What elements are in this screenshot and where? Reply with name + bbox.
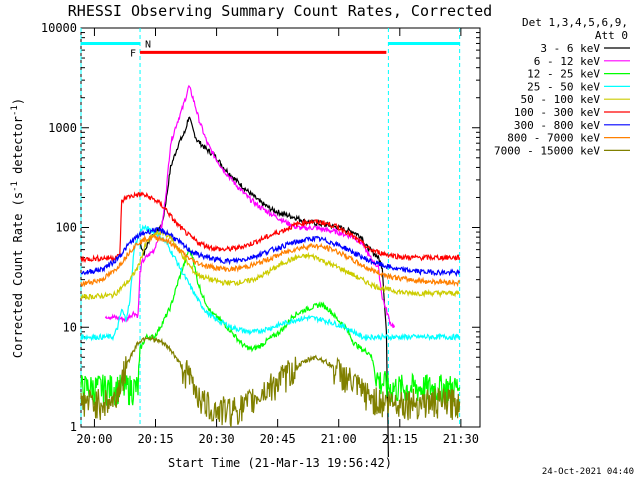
series-line-9 [80,334,461,428]
y-axis-label-end: ) [11,98,25,105]
series-line-8 [80,233,461,288]
plot-frame [80,27,481,428]
night-flag-label: N [145,39,151,50]
y-axis-label: Corrected Count Rate (s-1 detector-1) [10,98,25,358]
series-line-6 [80,191,461,264]
y-axis: 1 10 100 1000 10000 [41,21,480,434]
y-axis-label-mid: detector [11,116,25,181]
series-line-7 [81,227,461,278]
x-tick-label: 21:15 [382,432,418,446]
x-axis-label: Start Time (21-Mar-13 19:56:42) [168,456,392,470]
x-tick-label: 20:00 [76,432,112,446]
x-tick-label: 21:00 [321,432,357,446]
x-tick-label: 21:30 [443,432,479,446]
y-tick-label: 10 [63,320,77,334]
y-tick-label: 10000 [41,21,77,35]
legend-header: Det 1,3,4,5,6,9, Att 0 [522,16,628,42]
y-axis-label-main: Corrected Count Rate (s [11,192,25,358]
legend-label-4: 25 - 50 keV [527,80,600,93]
legend-label-8: 800 - 7000 keV [507,132,600,145]
legend-label-6: 100 - 300 keV [514,106,600,119]
plot-area: NF [80,28,461,458]
y-tick-label: 1000 [48,121,77,135]
chart-title: RHESSI Observing Summary Count Rates, Co… [68,2,492,20]
legend-label-2: 6 - 12 keV [534,55,601,68]
x-tick-label: 20:45 [260,432,296,446]
flare-flag-label: F [130,48,136,59]
legend-header-line-1: Det 1,3,4,5,6,9, [522,16,628,29]
series-line-3 [80,247,461,406]
y-axis-label-sup2: -1 [10,105,20,116]
x-tick-label: 20:30 [199,432,235,446]
series-line-1 [139,116,389,458]
legend-label-9: 7000 - 15000 keV [494,144,600,157]
series-line-5 [80,228,460,301]
y-tick-label: 1 [70,420,77,434]
footer-date: 24-Oct-2021 04:40 [542,467,634,477]
y-tick-label: 100 [55,221,77,235]
series-line-2 [104,84,396,329]
legend-label-5: 50 - 100 keV [521,93,601,106]
legend-label-3: 12 - 25 keV [527,68,600,81]
legend-label-1: 3 - 6 keV [540,42,600,55]
x-tick-label: 20:15 [137,432,173,446]
y-axis-label-sup1: -1 [10,181,20,192]
series-line-4 [80,224,461,342]
legend-label-7: 300 - 800 keV [514,119,600,132]
legend-header-line-2: Att 0 [595,29,628,42]
x-axis: 20:00 20:15 20:30 20:45 21:00 21:15 21:30 [76,28,479,446]
